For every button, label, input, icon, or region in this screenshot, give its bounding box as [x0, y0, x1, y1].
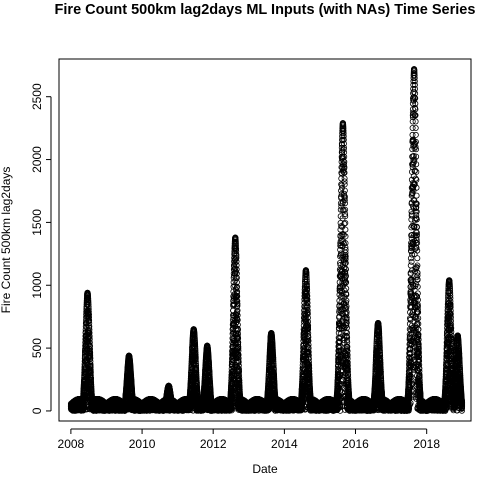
- chart-title: Fire Count 500km lag2days ML Inputs (wit…: [55, 2, 476, 18]
- points-layer: [67, 66, 466, 414]
- plot-frame: [58, 58, 472, 422]
